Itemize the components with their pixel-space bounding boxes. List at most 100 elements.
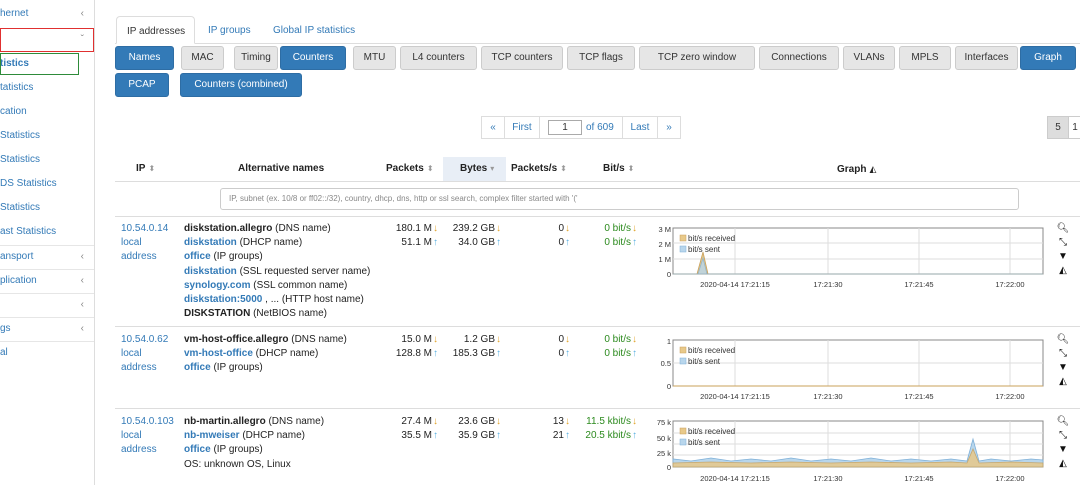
search-icon[interactable]: 🔍︎ [1056,223,1070,234]
traffic-graph[interactable]: bit/s received bit/s sent 1 0.5 0 2020-0… [651,334,1051,404]
alt-name: OS: unknown OS, Linux [184,458,384,472]
ip-locality: address [121,444,157,455]
sidebar-item-stat-7[interactable]: Statistics [0,197,94,219]
sidebar-item-settings[interactable]: gs ‹ [0,318,94,340]
alt-name: vm-host-office.allegro (DNS name) [184,333,384,347]
compress-icon[interactable]: ⤡ [1059,430,1067,441]
arrow-up-icon: ↑ [496,237,501,249]
btn-mtu[interactable]: MTU [353,46,396,70]
sidebar-item-transport[interactable]: ansport ‹ [0,246,94,268]
col-packets[interactable]: Packets ⬍ [386,157,434,181]
alt-name-link[interactable]: diskstation [184,237,237,249]
sidebar-item-stat-8[interactable]: ast Statistics [0,221,94,243]
tab-global-ip-statistics[interactable]: Global IP statistics [273,25,356,36]
tab-ip-groups[interactable]: IP groups [208,25,251,36]
btn-names[interactable]: Names [115,46,174,70]
alt-name-link[interactable]: diskstation [184,265,237,277]
col-ip[interactable]: IP ⬍ [136,157,155,181]
alt-name-link[interactable]: office [184,362,211,374]
traffic-graph[interactable]: bit/s received bit/s sent 3 M 2 M 1 M 0 … [651,222,1051,292]
traffic-graph[interactable]: bit/s received bit/s sent 75 k 50 k 25 k… [651,415,1051,485]
col-alt-names[interactable]: Alternative names [238,163,325,174]
ip-address-link[interactable]: 10.54.0.14 [121,223,169,234]
btn-mac[interactable]: MAC [181,46,224,70]
compress-icon[interactable]: ⤡ [1059,348,1067,359]
btn-counters-combined[interactable]: Counters (combined) [180,73,302,97]
pagination-prev[interactable]: « [481,116,505,139]
search-icon[interactable]: 🔍︎ [1056,334,1070,345]
area-chart-icon[interactable]: ◭ [1059,458,1067,469]
alt-name-link[interactable]: diskstation:5000 [184,294,263,306]
btn-vlans[interactable]: VLANs [843,46,895,70]
bps-cell: 0 bit/s↓ 0 bit/s↑ [572,222,637,250]
btn-tcp-zero-window[interactable]: TCP zero window [639,46,755,70]
sidebar-item-stat-2[interactable]: tatistics [0,77,94,99]
sidebar-item-label: gs [0,323,11,334]
btn-tcp-counters[interactable]: TCP counters [481,46,563,70]
compress-icon[interactable]: ⤡ [1059,237,1067,248]
area-chart-icon[interactable]: ◭ [1059,376,1067,387]
col-bits-per-sec[interactable]: Bit/s ⬍ [603,157,634,181]
ip-locality: local [121,348,142,359]
btn-graph[interactable]: Graph [1020,46,1076,70]
btn-connections[interactable]: Connections [759,46,839,70]
alt-name-link[interactable]: office [184,444,211,456]
sidebar-item-stat-3[interactable]: cation [0,101,94,123]
caret-down-icon[interactable]: ▼ [1058,444,1068,455]
sidebar-item-application[interactable]: plication ‹ [0,270,94,292]
y-tick: 50 k [657,434,671,443]
pagination-first[interactable]: First [504,116,540,139]
sidebar-item-ip[interactable]: ˇ [0,29,94,51]
btn-l4-counters[interactable]: L4 counters [400,46,477,70]
caret-down-icon[interactable]: ▼ [1058,251,1068,262]
pagination-last[interactable]: Last [622,116,658,139]
ip-cell[interactable]: 10.54.0.103 local address [121,415,181,457]
sidebar-item-ethernet[interactable]: hernet ‹ [0,3,94,25]
per-page-10[interactable]: 1 [1068,116,1080,139]
arrow-up-icon: ↑ [565,348,570,360]
col-packets-per-sec[interactable]: Packets/s ⬍ [511,157,567,181]
sidebar-item-statistics[interactable]: tistics [0,53,94,75]
btn-tcp-flags[interactable]: TCP flags [567,46,635,70]
sidebar-item-blank[interactable]: ‹ [0,294,94,316]
alt-name-link[interactable]: vm-host-office [184,348,253,360]
ip-cell[interactable]: 10.54.0.62 local address [121,333,181,375]
sidebar-item-label: plication [0,275,37,286]
arrow-up-icon: ↑ [496,430,501,442]
col-graph[interactable]: Graph ◭ [837,157,876,181]
sidebar-item-stat-4[interactable]: Statistics [0,125,94,147]
alt-name-link[interactable]: synology.com [184,279,251,291]
caret-down-icon[interactable]: ▼ [1058,362,1068,373]
legend-sent: bit/s sent [688,245,721,254]
page-number-input[interactable]: 1 [548,120,582,135]
area-chart-icon: ◭ [869,164,877,174]
btn-mpls[interactable]: MPLS [899,46,951,70]
sidebar-item-label: cation [0,106,27,117]
legend-received: bit/s received [688,234,735,243]
search-icon[interactable]: 🔍︎ [1056,416,1070,427]
sort-icon: ⬍ [426,164,434,173]
btn-counters[interactable]: Counters [280,46,346,70]
sidebar-item-stat-6[interactable]: DS Statistics [0,173,94,195]
pps-cell: 0↓ 0↑ [520,222,570,250]
btn-interfaces[interactable]: Interfaces [955,46,1018,70]
pagination-next[interactable]: » [657,116,681,139]
sidebar-item-stat-5[interactable]: Statistics [0,149,94,171]
ip-address-link[interactable]: 10.54.0.103 [121,416,174,427]
area-chart-icon[interactable]: ◭ [1059,265,1067,276]
btn-pcap[interactable]: PCAP [115,73,169,97]
alt-name-link[interactable]: office [184,251,211,263]
ip-address-link[interactable]: 10.54.0.62 [121,334,169,345]
sidebar-item-local[interactable]: al [0,342,94,364]
ip-cell[interactable]: 10.54.0.14 local address [121,222,181,264]
btn-timing[interactable]: Timing [234,46,278,70]
per-page-5[interactable]: 5 [1047,116,1069,139]
sidebar-item-label: hernet [0,8,29,19]
arrow-up-icon: ↑ [433,237,438,249]
alt-names-cell: diskstation.allegro (DNS name) diskstati… [184,222,384,321]
col-bytes[interactable]: Bytes ▾ [460,157,494,181]
filter-input[interactable]: IP, subnet (ex. 10/8 or ff02::/32), coun… [220,188,1019,210]
alt-name-link[interactable]: nb-mweiser [184,430,240,442]
tab-ip-addresses[interactable]: IP addresses [116,16,195,44]
sidebar-item-label: DS Statistics [0,178,57,189]
